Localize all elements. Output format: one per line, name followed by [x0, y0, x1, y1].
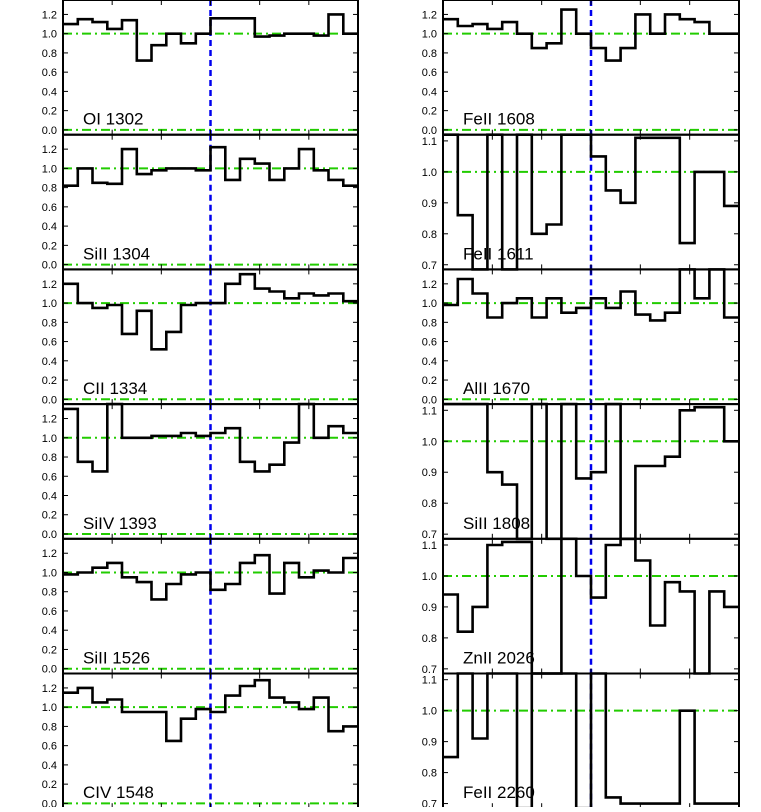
- y-tick-label: 0.9: [422, 737, 437, 749]
- y-tick-label: 0.8: [42, 48, 57, 60]
- y-tick-label: 0.8: [422, 317, 437, 329]
- y-tick-label: 1.2: [422, 279, 437, 291]
- y-tick-label: 1.1: [422, 405, 437, 417]
- y-tick-label: 0.9: [422, 467, 437, 479]
- y-tick-label: 0.8: [42, 317, 57, 329]
- spectrum-series: [63, 13, 358, 62]
- spectrum-series: [63, 553, 358, 601]
- y-tick-label: 1.1: [422, 136, 437, 148]
- y-tick-label: 0.8: [422, 229, 437, 241]
- y-tick-label: 1.0: [42, 567, 57, 579]
- y-tick-label: 0.7: [422, 664, 437, 676]
- y-tick-label: 0.9: [422, 602, 437, 614]
- y-tick-label: 1.0: [42, 433, 57, 445]
- y-tick-label: 0.8: [422, 48, 437, 60]
- y-tick-label: 0.4: [42, 86, 57, 98]
- y-tick-label: 0.8: [422, 633, 437, 645]
- y-tick-label: 1.2: [42, 548, 57, 560]
- y-tick-label: 0.6: [42, 67, 57, 79]
- y-tick-label: 0.0: [42, 394, 57, 406]
- y-tick-label: 0.2: [42, 240, 57, 252]
- y-tick-label: 0.4: [42, 625, 57, 637]
- y-tick-label: 1.2: [42, 414, 57, 426]
- y-tick-label: 0.8: [422, 498, 437, 510]
- y-tick-label: 0.2: [42, 779, 57, 791]
- transition-label: SiIV 1393: [83, 514, 157, 533]
- y-tick-label: 0.9: [422, 198, 437, 210]
- y-tick-label: 0.2: [42, 644, 57, 656]
- y-tick-label: 0.0: [422, 394, 437, 406]
- y-tick-label: 0.0: [42, 664, 57, 676]
- y-tick-label: 0.6: [42, 471, 57, 483]
- y-tick-label: 0.8: [42, 587, 57, 599]
- y-tick-label: 1.2: [42, 9, 57, 21]
- y-tick-label: 0.8: [42, 183, 57, 195]
- transition-label: ZnII 2026: [463, 649, 535, 668]
- spectrum-series: [63, 272, 358, 351]
- y-tick-label: 1.0: [42, 298, 57, 310]
- y-tick-label: 1.0: [42, 702, 57, 714]
- y-tick-label: 0.2: [42, 375, 57, 387]
- y-tick-label: 0.0: [422, 125, 437, 137]
- y-tick-label: 1.0: [422, 571, 437, 583]
- transition-label: SiII 1808: [463, 514, 530, 533]
- y-tick-label: 0.7: [422, 260, 437, 272]
- y-tick-label: 1.0: [422, 706, 437, 718]
- y-tick-label: 0.0: [42, 798, 57, 807]
- y-tick-label: 0.0: [42, 260, 57, 272]
- y-tick-label: 1.1: [422, 540, 437, 552]
- y-tick-label: 1.0: [42, 163, 57, 175]
- spectrum-series: [63, 145, 358, 187]
- y-tick-label: 1.1: [422, 675, 437, 687]
- transition-label: AlII 1670: [463, 379, 530, 398]
- y-tick-label: 0.4: [42, 221, 57, 233]
- transition-label: CII 1334: [83, 379, 147, 398]
- y-tick-label: 0.6: [422, 337, 437, 349]
- y-tick-label: 0.4: [42, 491, 57, 503]
- y-tick-label: 1.2: [42, 144, 57, 156]
- y-tick-label: 0.7: [422, 799, 437, 807]
- spectrum-series: [63, 678, 358, 743]
- spectrum-series: [443, 537, 739, 675]
- y-tick-label: 0.0: [42, 125, 57, 137]
- y-tick-label: 1.0: [422, 29, 437, 41]
- y-tick-label: 1.0: [42, 29, 57, 41]
- transition-label: FeII 2260: [463, 783, 535, 802]
- y-tick-label: 1.2: [422, 9, 437, 21]
- transition-label: FeII 1611: [463, 244, 534, 263]
- transition-label: FeII 1608: [463, 110, 535, 129]
- transition-label: SiII 1304: [83, 244, 150, 263]
- y-tick-label: 0.6: [42, 202, 57, 214]
- y-tick-label: 0.4: [422, 86, 437, 98]
- transition-label: SiII 1526: [83, 649, 150, 668]
- spectrum-series: [443, 8, 739, 62]
- y-tick-label: 1.0: [422, 167, 437, 179]
- y-tick-label: 0.4: [422, 356, 437, 368]
- y-tick-label: 0.6: [42, 741, 57, 753]
- spectrum-series: [443, 402, 739, 541]
- y-tick-label: 0.2: [422, 375, 437, 387]
- y-tick-label: 0.6: [42, 337, 57, 349]
- y-tick-label: 0.8: [422, 768, 437, 780]
- y-tick-label: 0.8: [42, 452, 57, 464]
- transition-label: CIV 1548: [83, 783, 154, 802]
- transition-label: OI 1302: [83, 110, 144, 129]
- y-tick-label: 0.2: [422, 106, 437, 118]
- y-tick-label: 0.4: [42, 760, 57, 772]
- y-tick-label: 0.6: [422, 67, 437, 79]
- y-tick-label: 1.0: [422, 436, 437, 448]
- y-tick-label: 1.2: [42, 683, 57, 695]
- y-tick-label: 0.8: [42, 721, 57, 733]
- y-tick-label: 0.7: [422, 529, 437, 541]
- y-tick-label: 0.2: [42, 106, 57, 118]
- y-tick-label: 1.2: [42, 279, 57, 291]
- y-tick-label: 1.0: [422, 298, 437, 310]
- y-tick-label: 0.4: [42, 356, 57, 368]
- y-tick-label: 0.2: [42, 510, 57, 522]
- y-tick-label: 0.6: [42, 606, 57, 618]
- y-tick-label: 0.0: [42, 529, 57, 541]
